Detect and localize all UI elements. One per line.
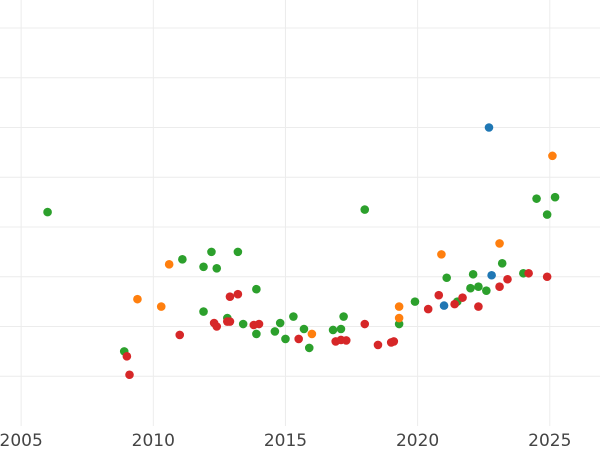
- scatter-point: [484, 123, 494, 132]
- data-points: [43, 123, 560, 380]
- scatter-point: [225, 292, 235, 301]
- scatter-point: [275, 318, 285, 328]
- scatter-point: [524, 268, 533, 278]
- scatter-point: [442, 273, 451, 283]
- scatter-point: [252, 329, 261, 339]
- scatter-point: [389, 337, 399, 346]
- scatter-point: [133, 294, 142, 304]
- scatter-point: [199, 307, 208, 316]
- scatter-point: [497, 259, 507, 268]
- scatter-point: [164, 260, 174, 269]
- scatter-point: [439, 301, 449, 310]
- scatter-point: [360, 205, 370, 214]
- scatter-point: [336, 324, 346, 334]
- scatter-point: [207, 247, 216, 257]
- x-tick-label: 2015: [264, 431, 307, 450]
- scatter-point: [482, 286, 491, 295]
- scatter-point: [233, 289, 243, 299]
- scatter-point: [339, 312, 348, 321]
- scatter-point: [294, 334, 303, 344]
- scatter-point: [307, 329, 317, 339]
- scatter-point: [289, 312, 298, 321]
- scatter-point: [252, 284, 261, 294]
- scatter-point: [495, 282, 504, 292]
- scatter-point: [299, 324, 309, 334]
- x-tick-label: 2010: [132, 431, 175, 450]
- scatter-point: [466, 283, 475, 293]
- scatter-point: [212, 263, 222, 273]
- scatter-point: [360, 319, 370, 329]
- scatter-point: [178, 255, 187, 264]
- scatter-point: [281, 334, 290, 344]
- scatter-point: [542, 272, 552, 282]
- scatter-point: [474, 282, 483, 292]
- scatter-point: [550, 192, 560, 202]
- scatter-point: [495, 239, 504, 248]
- scatter-point: [450, 299, 459, 309]
- scatter-point: [468, 269, 478, 279]
- scatter-point: [542, 210, 552, 219]
- scatter-point: [458, 293, 467, 302]
- scatter-point: [304, 343, 314, 353]
- scatter-point: [394, 302, 404, 311]
- scatter-point: [156, 302, 166, 311]
- scatter-point: [474, 302, 483, 311]
- scatter-point: [548, 151, 557, 161]
- scatter-point: [225, 317, 235, 326]
- scatter-point: [410, 297, 420, 306]
- scatter-point: [175, 330, 185, 340]
- scatter-point: [238, 319, 248, 329]
- scatter-point: [503, 274, 512, 284]
- scatter-point: [434, 290, 444, 300]
- scatter-point: [122, 352, 132, 361]
- scatter-point: [254, 319, 264, 329]
- scatter-point: [212, 322, 222, 331]
- scatter-point: [341, 336, 351, 345]
- scatter-point: [43, 207, 52, 217]
- scatter-point: [233, 247, 243, 257]
- scatter-point: [199, 262, 208, 272]
- scatter-point: [270, 327, 280, 336]
- scatter-point: [487, 270, 496, 280]
- scatter-point: [373, 340, 383, 350]
- x-tick-label: 2005: [0, 431, 43, 450]
- scatter-point: [423, 304, 433, 314]
- x-tick-label: 2025: [528, 431, 571, 450]
- x-axis-ticks: 2005 2010 2015 2020 2025: [0, 431, 571, 450]
- scatter-point: [532, 194, 541, 203]
- scatter-point: [328, 325, 338, 335]
- x-tick-label: 2020: [396, 431, 439, 450]
- scatter-point: [394, 319, 404, 329]
- grid: [0, 0, 600, 426]
- scatter-point: [125, 370, 134, 380]
- scatter-point: [437, 250, 446, 259]
- scatter-point: [394, 313, 404, 323]
